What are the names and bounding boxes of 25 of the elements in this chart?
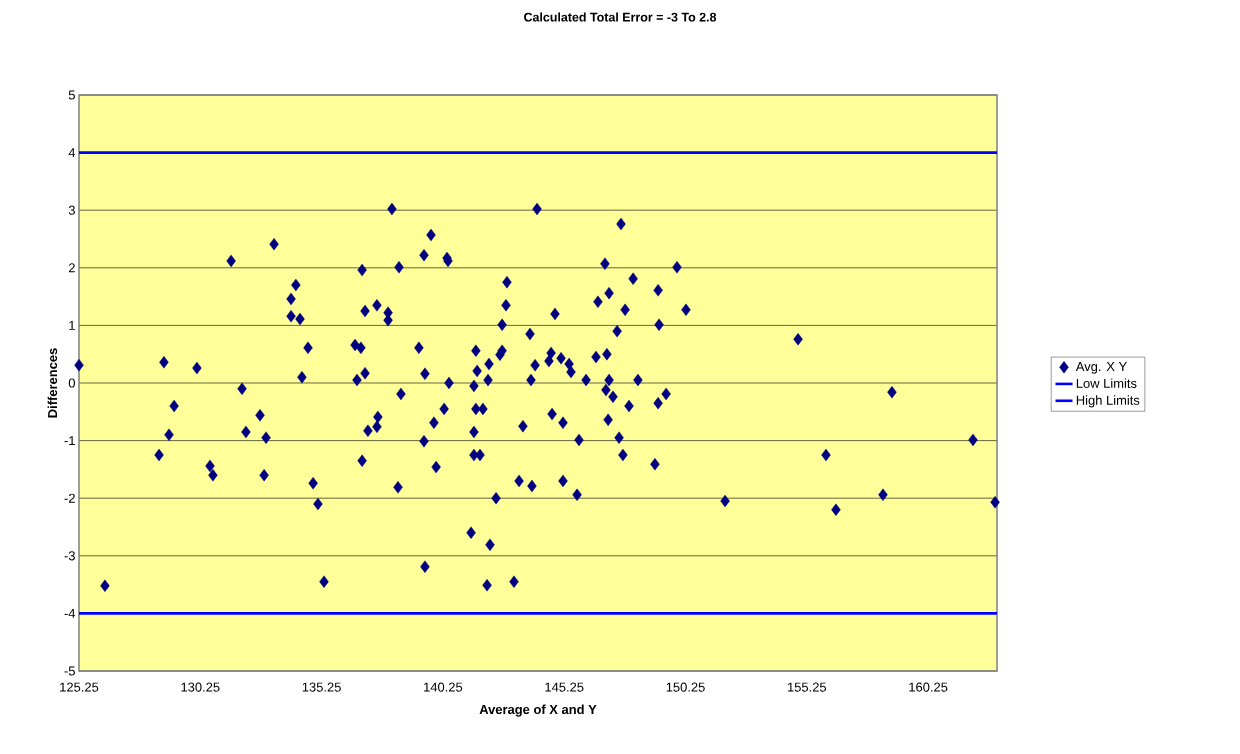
x-tick-label: 125.25 <box>60 682 99 692</box>
legend-label: Low Limits <box>1076 378 1137 388</box>
x-tick-label: 150.25 <box>666 682 705 692</box>
y-tick-label: 2 <box>68 263 75 273</box>
chart-title: Calculated Total Error = -3 To 2.8 <box>524 12 717 22</box>
y-tick-label: -3 <box>64 551 75 561</box>
y-axis-title: Differences <box>47 348 58 418</box>
y-tick-label: 4 <box>68 148 76 158</box>
y-tick-label: -4 <box>64 608 76 618</box>
x-tick-label: 155.25 <box>787 682 827 692</box>
x-tick-label: 140.25 <box>424 682 463 692</box>
y-tick-label: 5 <box>68 90 75 100</box>
legend-label: High Limits <box>1076 395 1140 408</box>
y-tick-label: -5 <box>64 666 75 676</box>
legend-label: Avg. X Y <box>1075 362 1127 374</box>
y-tick-label: -1 <box>64 436 75 446</box>
y-tick-label: 0 <box>68 378 75 388</box>
y-tick-label: 1 <box>69 320 75 330</box>
x-axis-title: Average of X and Y <box>479 704 597 717</box>
x-tick-label: 130.25 <box>181 682 220 692</box>
x-tick-label: 135.25 <box>302 682 341 692</box>
y-tick-label: 3 <box>68 205 75 215</box>
x-tick-label: 145.25 <box>545 682 584 692</box>
x-tick-label: 160.25 <box>909 682 948 692</box>
y-tick-label: -2 <box>64 493 75 503</box>
